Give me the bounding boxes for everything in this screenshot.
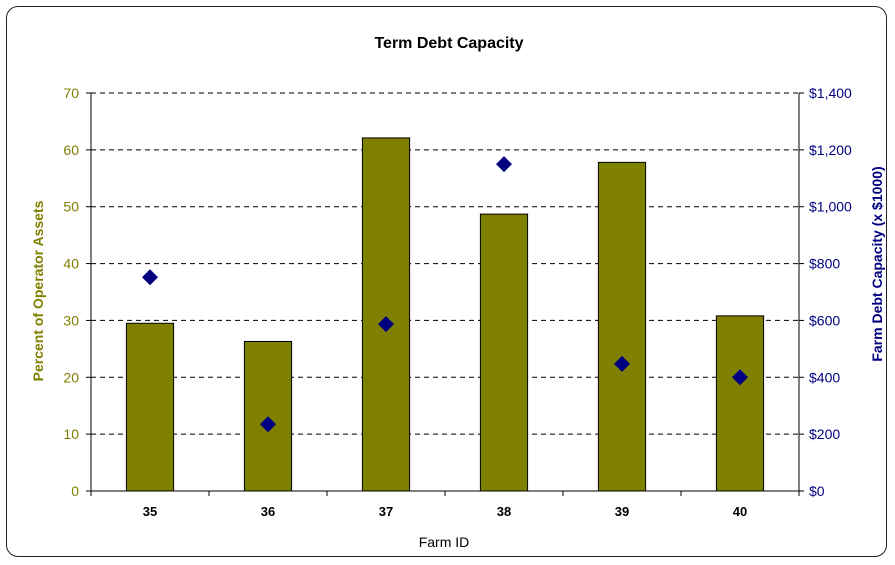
bar — [715, 315, 765, 492]
right-y-tick-label: $400 — [809, 369, 840, 385]
gridlines — [91, 92, 799, 435]
left-y-tick-label: 20 — [63, 369, 79, 385]
right-y-tick-label: $600 — [809, 312, 840, 328]
right-y-tick-label: $1,000 — [809, 199, 852, 215]
data-point-marker — [378, 316, 394, 333]
right-y-tick-label: $1,400 — [809, 85, 852, 101]
data-point-marker — [732, 369, 748, 386]
right-y-axis-label: Farm Debt Capacity (x $1000) — [869, 166, 885, 361]
left-y-tick-label: 40 — [63, 256, 79, 272]
left-y-axis-label: Percent of Operator Assets — [30, 200, 46, 381]
left-y-tick-label: 0 — [71, 483, 79, 499]
x-tick-label: 39 — [615, 504, 629, 519]
x-tick-label: 35 — [143, 504, 157, 519]
right-y-tick-label: $0 — [809, 483, 825, 499]
left-y-tick-label: 10 — [63, 426, 79, 442]
chart-title: Term Debt Capacity — [374, 35, 523, 52]
left-y-tick-label: 30 — [63, 312, 79, 328]
right-y-tick-label: $200 — [809, 426, 840, 442]
data-point-marker — [142, 269, 158, 286]
right-y-tick-label: $800 — [809, 256, 840, 272]
bar — [597, 161, 647, 492]
x-tick-label: 37 — [379, 504, 393, 519]
x-tick-label: 40 — [733, 504, 747, 519]
bar — [479, 213, 529, 492]
bar — [361, 137, 411, 492]
axes-group: 0 10 20 30 40 50 60 70 $0 $200 $400 $600 $800 $1,000 $… — [63, 85, 852, 519]
data-point-marker — [260, 416, 276, 433]
right-y-tick-label: $1,200 — [809, 142, 852, 158]
data-point-marker — [496, 156, 512, 173]
x-tick-label: 38 — [497, 504, 511, 519]
markers-group — [142, 156, 748, 433]
left-y-tick-label: 50 — [63, 199, 79, 215]
x-axis-label: Farm ID — [419, 534, 470, 550]
left-y-tick-label: 60 — [63, 142, 79, 158]
left-y-tick-label: 70 — [63, 85, 79, 101]
data-point-marker — [614, 355, 630, 372]
bars-group — [125, 137, 765, 492]
bar — [125, 322, 175, 492]
x-tick-label: 36 — [261, 504, 275, 519]
